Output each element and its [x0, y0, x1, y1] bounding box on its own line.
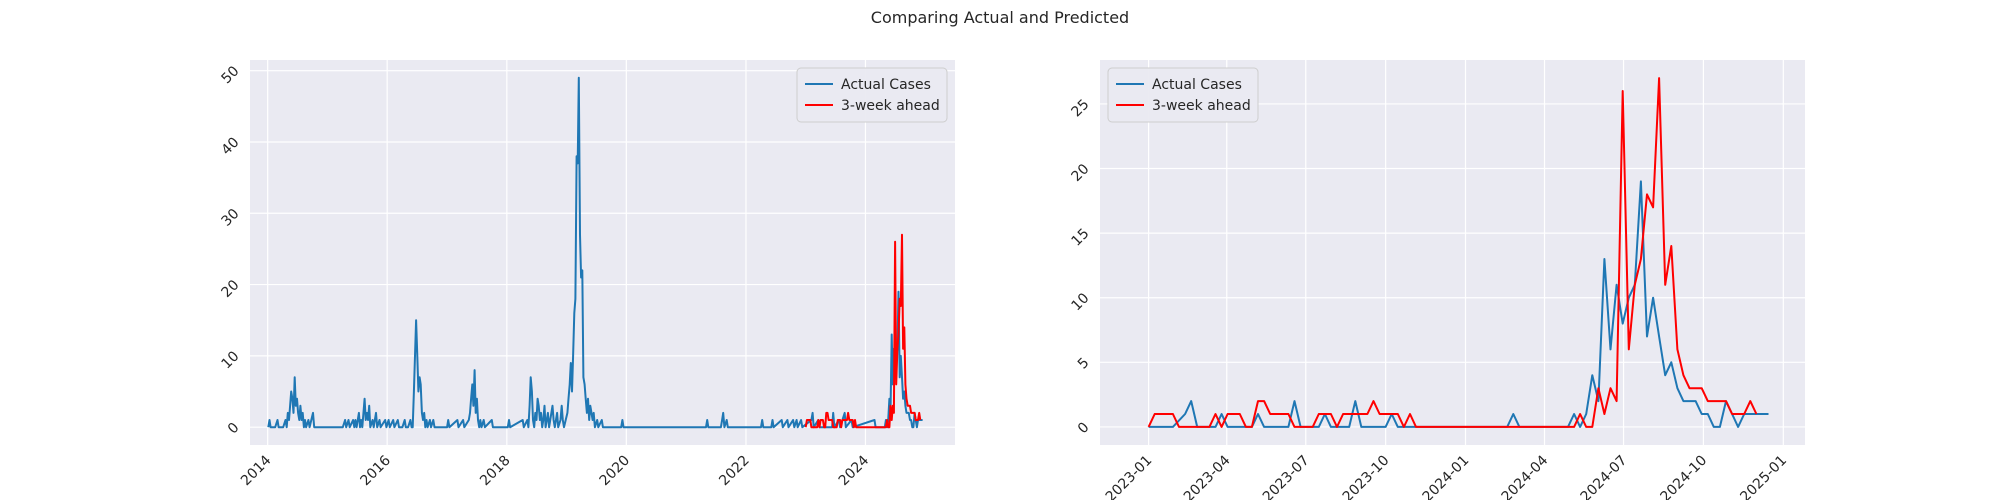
y-tick-label: 5	[1075, 355, 1093, 373]
x-tick-label: 2024-10	[1658, 453, 1711, 500]
y-tick-label: 15	[1069, 226, 1093, 250]
x-tick-label: 2024-04	[1499, 452, 1552, 500]
x-tick-label: 2024-01	[1420, 453, 1473, 500]
series-line-actual	[1148, 180, 1769, 428]
x-tick-label: 2024-07	[1578, 453, 1631, 500]
y-tick-label: 0	[225, 420, 243, 438]
legend-box	[1107, 67, 1259, 123]
series-line-predicted	[1147, 77, 1758, 428]
x-tick-label: 2020	[597, 453, 634, 490]
x-tick-label: 2023-01	[1103, 453, 1156, 500]
x-tick-label: 2024	[836, 452, 873, 489]
y-tick-label: 40	[219, 135, 243, 159]
x-tick-label: 2014	[238, 452, 275, 489]
y-tick-label: 25	[1069, 96, 1093, 120]
y-tick-label: 0	[1075, 419, 1093, 437]
plot-area	[1100, 60, 1805, 445]
x-tick-label: 2018	[477, 453, 514, 490]
y-tick-label: 30	[219, 206, 243, 230]
series-line-actual	[267, 76, 923, 429]
x-tick-label: 2023-10	[1340, 453, 1393, 500]
legend: Actual Cases 3-week ahead	[1107, 67, 1259, 123]
x-tick-label: 2025-01	[1737, 453, 1790, 500]
x-tick-label: 2022	[716, 453, 753, 490]
x-tick-label: 2023-04	[1181, 452, 1234, 500]
chart-panel-2: 0 5 10 15 20 25 2023-01 2023-04 2023-07 2023-10 20…	[1069, 60, 1805, 504]
legend-label: 3-week ahead	[1152, 98, 1251, 114]
y-tick-label: 20	[1069, 161, 1093, 185]
legend-box	[796, 67, 948, 123]
x-tick-label: 2016	[357, 452, 394, 489]
plot-area	[250, 60, 955, 445]
legend-label: Actual Cases	[1152, 77, 1242, 93]
x-tick-label: 2023-07	[1260, 453, 1313, 500]
legend-label: Actual Cases	[841, 77, 931, 93]
y-tick-label: 50	[219, 63, 243, 87]
y-tick-label: 10	[219, 348, 243, 372]
series-line-predicted	[804, 233, 922, 429]
legend-label: 3-week ahead	[841, 98, 940, 114]
chart-panel-1: 0 10 20 30 40 50 2014 2016 2018 2020 2022 2024 Actua…	[219, 60, 955, 489]
figure-title: Comparing Actual and Predicted	[870, 8, 1130, 27]
legend: Actual Cases 3-week ahead	[796, 67, 948, 123]
y-tick-label: 20	[219, 277, 243, 301]
y-tick-label: 10	[1069, 290, 1093, 314]
